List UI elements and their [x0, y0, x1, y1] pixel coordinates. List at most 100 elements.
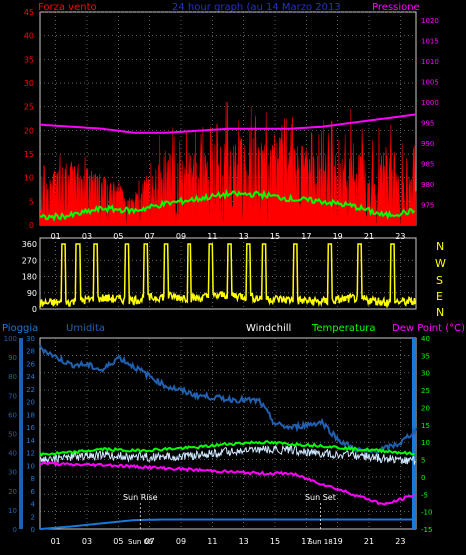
rain-y-tick-26: 26 [26, 360, 35, 368]
rain-y-tick-18: 18 [26, 411, 35, 419]
pressure-y-tick-995: 995 [421, 120, 434, 128]
pressure-series [39, 113, 417, 134]
pressure-y-tick-980: 980 [421, 181, 434, 189]
temp-y-tick-10: 10 [421, 439, 430, 447]
humidity-y-tick-100: 100 [4, 335, 17, 343]
temperature-series [39, 440, 415, 457]
humidity-y-tick-20: 20 [8, 488, 17, 496]
temp-x-tick-05: 05 [113, 537, 123, 546]
temp-x-tick-19: 19 [333, 537, 343, 546]
direction-y-tick-270: 270 [22, 256, 37, 265]
temp-y-tick-20: 20 [421, 404, 430, 412]
direction-axis: N W S E N [435, 240, 446, 319]
wind-x-tick-01: 01 [51, 232, 61, 241]
wind-x-tick-15: 15 [270, 232, 280, 241]
wind-x-tick-09: 09 [176, 232, 186, 241]
humidity-y-tick-70: 70 [8, 392, 17, 400]
wind-y-tick-35: 35 [24, 55, 34, 64]
sun-marker-time-0: Sun 06 [128, 538, 153, 546]
pressure-y-tick-1015: 1015 [421, 38, 439, 46]
temp-y-tick-0: 0 [421, 474, 425, 482]
humidity-y-tick-10: 10 [8, 507, 17, 515]
temp-y-tick-40: 40 [421, 335, 430, 343]
rain-y-tick-6: 6 [31, 488, 36, 496]
wind-x-tick-13: 13 [239, 232, 249, 241]
wind-y-tick-40: 40 [24, 32, 34, 41]
pressure-y-tick-985: 985 [421, 161, 434, 169]
wind-x-tick-19: 19 [333, 232, 343, 241]
rain-series [39, 518, 415, 530]
wind-x-tick-03: 03 [82, 232, 92, 241]
wind-label: Forza vento [38, 2, 97, 13]
rain-y-tick-12: 12 [26, 450, 35, 458]
pressure-y-tick-1020: 1020 [421, 17, 439, 25]
temp-y-tick--15: -15 [421, 526, 432, 534]
temp-y-tick-25: 25 [421, 387, 430, 395]
rain-y-tick-2: 2 [31, 513, 35, 521]
temp-y-tick-15: 15 [421, 422, 430, 430]
wind-x-tick-05: 05 [113, 232, 123, 241]
wind-x-tick-07: 07 [145, 232, 155, 241]
sun-marker-label-0: Sun Rise [123, 493, 158, 502]
humidity-y-tick-0: 0 [13, 526, 17, 534]
humidity-y-tick-30: 30 [8, 469, 17, 477]
average-wind-series [39, 188, 416, 222]
humidity-y-tick-40: 40 [8, 450, 17, 458]
wind-direction-panel: 0 90 180 270 360 [22, 238, 416, 314]
wind-y-tick-15: 15 [24, 150, 34, 159]
direction-tick-w: W [435, 257, 446, 270]
sun-marker-time-1: Sun 18 [308, 538, 332, 546]
temp-x-tick-01: 01 [51, 537, 61, 546]
pressure-y-tick-990: 990 [421, 140, 434, 148]
rain-y-tick-30: 30 [26, 335, 35, 343]
wind-y-tick-0: 0 [29, 221, 34, 230]
wind-x-tick-17: 17 [301, 232, 311, 241]
wind-x-tick-23: 23 [395, 232, 405, 241]
temp-y-tick-30: 30 [421, 370, 430, 378]
wind-y-tick-10: 10 [24, 174, 34, 183]
wind-x-tick-11: 11 [207, 232, 217, 241]
pressure-y-tick-1005: 1005 [421, 79, 439, 87]
direction-y-tick-360: 360 [22, 240, 37, 249]
temperature-label: Temperatura [311, 323, 376, 334]
humidity-axis-bar [19, 338, 23, 529]
temp-humidity-plot-frame [39, 337, 417, 530]
temp-x-tick-15: 15 [270, 537, 280, 546]
humidity-y-tick-90: 90 [8, 354, 17, 362]
dewpoint-label: Dew Point (°C) [392, 323, 465, 334]
temp-y-tick-5: 5 [421, 457, 425, 465]
windchill-label: Windchill [246, 323, 291, 334]
rain-right-axis-bar [412, 338, 416, 529]
temp-y-tick-35: 35 [421, 352, 430, 360]
temp-x-tick-09: 09 [176, 537, 186, 546]
rain-y-tick-24: 24 [26, 373, 35, 381]
temp-x-tick-11: 11 [207, 537, 217, 546]
rain-y-tick-4: 4 [31, 501, 36, 509]
rain-y-tick-22: 22 [26, 386, 35, 394]
temp-x-tick-23: 23 [395, 537, 405, 546]
direction-tick-e: E [436, 290, 443, 303]
sun-marker-label-1: Sun Set [305, 493, 336, 502]
wind-speed-series [39, 101, 417, 226]
temp-y-tick--10: -10 [421, 509, 432, 517]
dewpoint-series [39, 461, 415, 506]
temp-y-tick--5: -5 [421, 491, 428, 499]
rain-y-tick-0: 0 [31, 526, 35, 534]
wind-y-tick-5: 5 [29, 197, 34, 206]
temp-x-tick-07: 07 [145, 537, 155, 546]
humidity-y-tick-60: 60 [8, 411, 17, 419]
direction-tick-n-top: N [436, 240, 444, 253]
direction-y-tick-90: 90 [27, 289, 37, 298]
direction-tick-s: S [436, 274, 443, 287]
rain-y-tick-16: 16 [26, 424, 35, 432]
rain-y-tick-10: 10 [26, 462, 35, 470]
wind-direction-plot-frame [39, 237, 417, 310]
rain-y-tick-14: 14 [26, 437, 35, 445]
pressure-label: Pressione [372, 2, 420, 13]
wind-y-tick-45: 45 [24, 8, 34, 17]
temp-humidity-panel: -15-10-505101520253035400102030405060708… [4, 335, 433, 546]
humidity-series [39, 344, 417, 455]
rain-y-tick-20: 20 [26, 399, 35, 407]
direction-tick-n-bottom: N [436, 306, 444, 319]
